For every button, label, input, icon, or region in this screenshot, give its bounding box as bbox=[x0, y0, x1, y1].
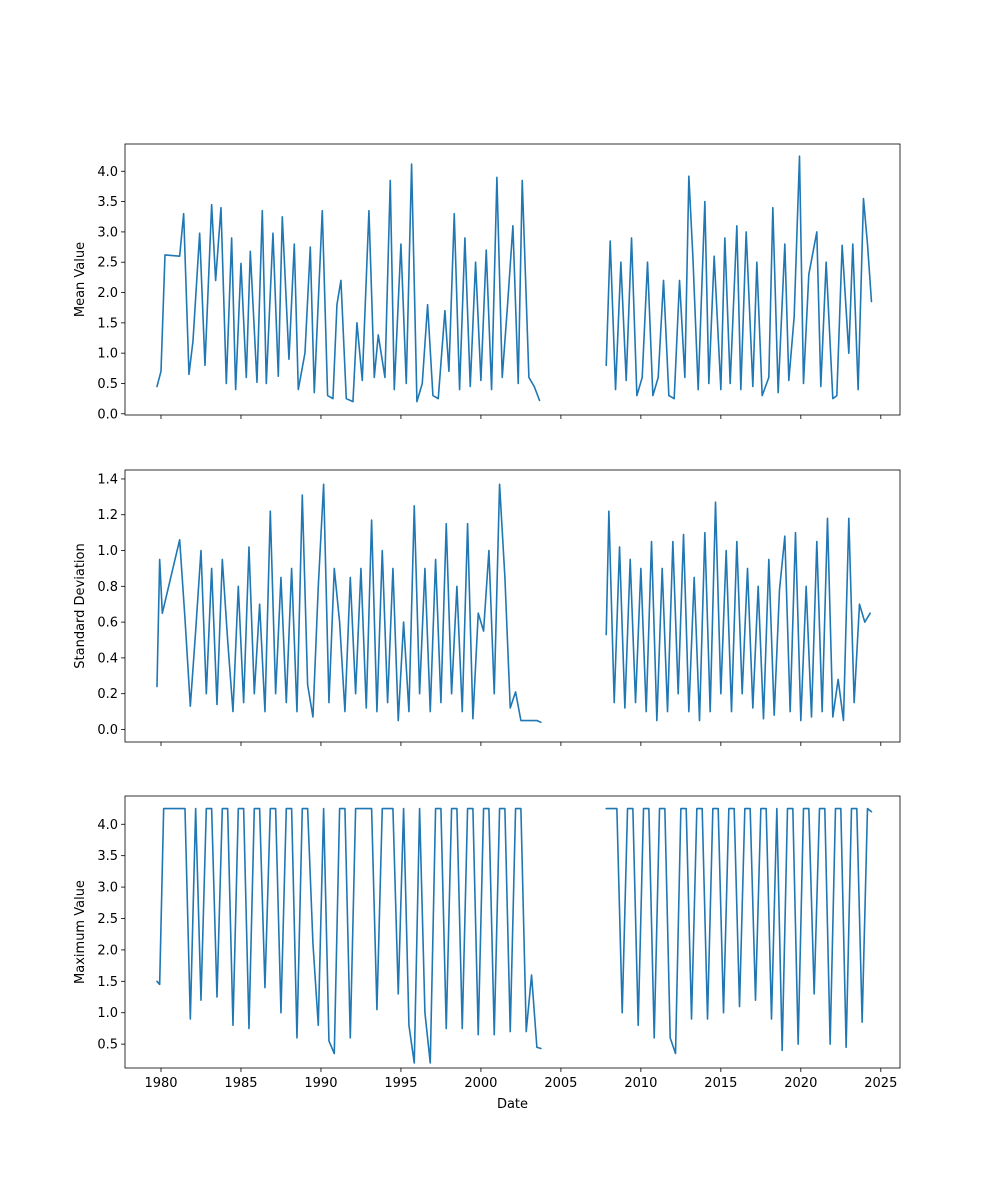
y-tick-label: 1.0 bbox=[97, 347, 118, 362]
y-tick-label: 0.4 bbox=[97, 651, 118, 666]
x-tick-label: 2015 bbox=[704, 1076, 737, 1091]
series-line-3-1 bbox=[156, 807, 542, 1064]
y-axis-label: Standard Deviation bbox=[73, 543, 88, 668]
x-tick-label: 1980 bbox=[144, 1076, 177, 1091]
x-axis-label: Date bbox=[497, 1097, 528, 1112]
axes-frame bbox=[124, 795, 901, 1069]
y-tick-label: 3.0 bbox=[97, 225, 118, 240]
y-tick-label: 2.0 bbox=[97, 286, 118, 301]
y-tick-label: 0.5 bbox=[97, 377, 118, 392]
series-line-2-2 bbox=[605, 501, 871, 722]
y-tick-label: 0.0 bbox=[97, 723, 118, 738]
y-tick-label: 2.5 bbox=[97, 256, 118, 271]
x-tick-label: 2000 bbox=[464, 1076, 497, 1091]
y-tick-label: 3.5 bbox=[97, 849, 118, 864]
axes-frame bbox=[124, 469, 901, 743]
y-axis-label: Maximum Value bbox=[73, 880, 88, 984]
y-tick-label: 4.0 bbox=[97, 818, 118, 833]
y-tick-label: 1.0 bbox=[97, 544, 118, 559]
axes-frame bbox=[124, 143, 901, 416]
y-tick-label: 3.0 bbox=[97, 881, 118, 896]
chart-panel-1: 0.0 0.5 1.0 1.5 2.0 2.5 3.0 3.5 4.0 Mean Value bbox=[73, 143, 901, 422]
y-tick-label: 1.2 bbox=[97, 508, 118, 523]
y-tick-label: 1.4 bbox=[97, 472, 118, 487]
x-tick-label: 1985 bbox=[224, 1076, 257, 1091]
x-tick-label: 2010 bbox=[624, 1076, 657, 1091]
y-tick-label: 2.0 bbox=[97, 943, 118, 958]
chart-panel-3: 0.5 1.0 1.5 2.0 2.5 3.0 3.5 4.0 1980 1985 1990 1995… bbox=[73, 795, 901, 1112]
y-tick-label: 3.5 bbox=[97, 195, 118, 210]
chart-panel-2: 0.0 0.2 0.4 0.6 0.8 1.0 1.2 1.4 Standard Deviati… bbox=[73, 469, 901, 746]
y-tick-label: 2.5 bbox=[97, 912, 118, 927]
y-tick-label: 1.5 bbox=[97, 316, 118, 331]
y-tick-label: 1.0 bbox=[97, 1006, 118, 1021]
y-tick-label: 0.5 bbox=[97, 1038, 118, 1053]
x-tick-label: 2020 bbox=[784, 1076, 817, 1091]
series-line-2-1 bbox=[156, 483, 542, 724]
y-tick-label: 0.8 bbox=[97, 580, 118, 595]
y-axis-label: Mean Value bbox=[73, 242, 88, 317]
x-tick-label: 1995 bbox=[384, 1076, 417, 1091]
y-tick-label: 0.6 bbox=[97, 616, 118, 631]
y-tick-label: 0.2 bbox=[97, 687, 118, 702]
series-line-1-1 bbox=[156, 163, 541, 403]
y-tick-label: 0.0 bbox=[97, 407, 118, 422]
x-tick-label: 1990 bbox=[304, 1076, 337, 1091]
series-line-1-2 bbox=[605, 155, 873, 400]
x-tick-label: 2025 bbox=[864, 1076, 897, 1091]
y-tick-label: 1.5 bbox=[97, 975, 118, 990]
y-tick-label: 4.0 bbox=[97, 165, 118, 180]
series-line-3-2 bbox=[605, 807, 873, 1055]
x-tick-label: 2005 bbox=[544, 1076, 577, 1091]
